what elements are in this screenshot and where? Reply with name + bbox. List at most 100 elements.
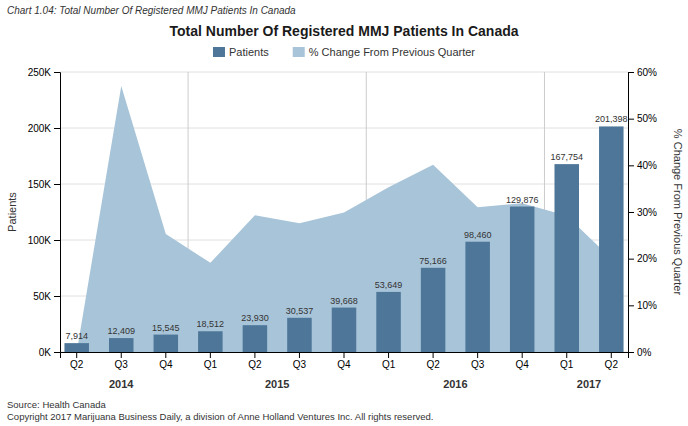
tick-label: 0K [39,347,52,358]
data-label: 129,876 [506,195,539,205]
tick-label: Q1 [204,359,218,370]
tick: Q1 [382,352,396,370]
tick: 50K [33,291,60,302]
tick-label: 60% [637,67,657,78]
tick-label: Q3 [293,359,307,370]
bar [109,338,134,352]
tick-mark [210,352,211,358]
data-label: 23,930 [241,313,269,323]
tick-mark [628,119,634,120]
tick: Q2 [70,352,84,370]
tick-mark [628,259,634,260]
tick-mark [54,184,60,185]
legend-item: Patients [213,46,269,58]
subtitle: Chart 1.04: Total Number Of Registered M… [7,5,296,16]
tick: 200K [28,123,60,134]
data-label: 75,166 [419,256,447,266]
tick: Q4 [159,352,173,370]
legend-swatch [213,47,225,57]
data-label: 12,409 [107,326,135,336]
tick: Q4 [516,352,530,370]
axis-domain [61,353,629,359]
tick-label: 40% [637,160,657,171]
x-axis: Q2Q3Q4Q1Q2Q3Q4Q1Q2Q3Q4Q1Q2 [61,352,629,370]
bar [64,343,89,352]
tick: 0% [628,347,652,358]
tick-mark [76,352,77,358]
grid-line [60,72,628,73]
tick-label: Q3 [471,359,485,370]
data-label: 7,914 [65,331,88,341]
tick-label: 250K [28,67,52,78]
y-axis-title: Patients [6,192,18,232]
tick-mark [628,212,634,213]
tick-label: Q2 [605,359,619,370]
data-label: 18,512 [197,319,225,329]
title: Total Number Of Registered MMJ Patients … [169,23,518,39]
tick-label: Q2 [426,359,440,370]
data-label: 201,398 [595,114,628,124]
year-label: 2016 [443,378,467,390]
grid-line [60,128,628,129]
axis-domain [54,73,61,353]
tick-label: Q4 [159,359,173,370]
chart: 7,914 12,409 15,545 18,512 23,930 30,537 39,66… [0,0,688,426]
legend-label: Patients [229,46,269,58]
data-label: 53,649 [375,280,403,290]
tick-label: 0% [637,347,652,358]
legend-swatch [293,47,305,57]
tick-label: 20% [637,253,657,264]
tick-mark [254,352,255,358]
y2-axis-title: % Change From Previous Quarter [672,129,684,296]
data-label: 98,460 [464,230,492,240]
tick-label: 10% [637,300,657,311]
bar [287,318,312,352]
y2-axis: 0% 10% 20% 30% 40% 50% 60% [628,67,657,358]
tick-label: 150K [28,179,52,190]
year-labels: 2014 2015 2016 2017 [109,378,601,390]
tick: 0K [39,347,60,358]
tick-mark [628,305,634,306]
tick: Q1 [560,352,574,370]
legend: Patients% Change From Previous Quarter [213,46,475,58]
year-label: 2017 [577,378,601,390]
year-label: 2015 [265,378,289,390]
data-label: 15,545 [152,323,180,333]
tick-mark [344,352,345,358]
tick: Q3 [293,352,307,370]
tick-label: Q3 [115,359,129,370]
data-label: 30,537 [286,306,314,316]
tick: 40% [628,160,657,171]
tick-label: 50K [33,291,51,302]
tick: 10% [628,300,657,311]
tick: 30% [628,207,657,218]
tick-mark [522,352,523,358]
tick: Q3 [471,352,485,370]
tick: Q4 [337,352,351,370]
area [77,86,612,352]
tick: 20% [628,253,657,264]
tick: Q1 [204,352,218,370]
tick-label: 200K [28,123,52,134]
tick: 250K [28,67,60,78]
source-line: Copyright 2017 Marijuana Business Daily,… [7,411,434,422]
tick: 150K [28,179,60,190]
axis-domain [629,73,635,353]
y-axis: 0K50K100K150K200K250K [28,67,61,358]
tick-mark [299,352,300,358]
tick: Q2 [605,352,619,370]
marks [64,86,623,352]
tick: Q2 [426,352,440,370]
tick-mark [54,240,60,241]
data-label: 39,668 [330,296,358,306]
tick-mark [628,165,634,166]
data-labels: 7,914 12,409 15,545 18,512 23,930 30,537 39,66… [65,114,627,341]
year-label: 2014 [109,378,134,390]
tick-mark [628,72,634,73]
tick-mark [433,352,434,358]
tick-label: 50% [637,113,657,124]
bar [198,331,223,352]
tick-label: Q4 [337,359,351,370]
tick-label: Q4 [516,359,530,370]
bar [465,242,490,352]
